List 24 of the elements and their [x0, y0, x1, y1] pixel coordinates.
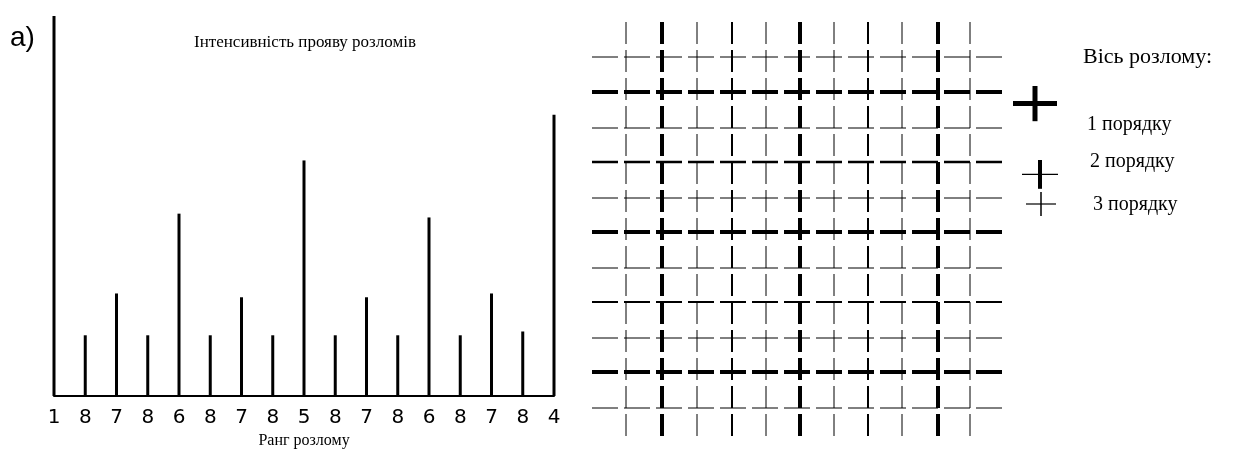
x-tick-label: 1: [47, 404, 61, 429]
x-tick-label: 7: [235, 404, 248, 429]
x-tick-label: 8: [141, 404, 155, 429]
x-tick-label: 7: [110, 404, 123, 429]
x-tick-label: 8: [391, 404, 405, 429]
x-axis-title: Ранг розлому: [258, 430, 350, 449]
text: Інтенсивність прояву розломів: [194, 32, 416, 51]
x-tick-label: 8: [78, 404, 92, 429]
x-tick-label: 8: [266, 404, 280, 429]
x-tick-label: 6: [172, 404, 186, 429]
x-tick-label: 8: [328, 404, 342, 429]
x-tick-label: 7: [485, 404, 498, 429]
text: а): [10, 20, 35, 52]
x-tick-label: 8: [453, 404, 467, 429]
text: Вісь розлому:: [1083, 42, 1213, 68]
text: 2 порядку: [1090, 149, 1175, 172]
text: 3 порядку: [1093, 192, 1178, 215]
text: 1 порядку: [1087, 112, 1172, 135]
x-tick-label: 8: [516, 404, 530, 429]
x-tick-label: 4: [547, 404, 561, 429]
x-tick-label: 8: [203, 404, 217, 429]
x-tick-label: 5: [297, 404, 311, 429]
x-tick-label: 6: [422, 404, 436, 429]
x-tick-label: 7: [360, 404, 373, 429]
